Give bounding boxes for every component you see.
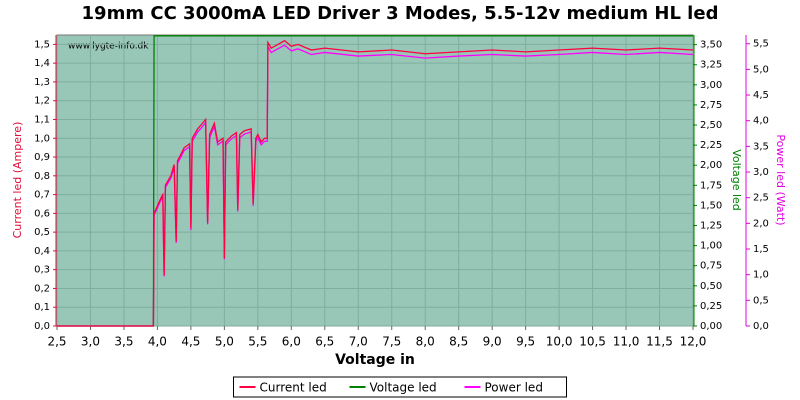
y2-tick-label: 0,75	[700, 261, 722, 272]
y-tick-label: 0,1	[34, 302, 50, 313]
y3-tick-label: 3,0	[753, 167, 769, 178]
y2-tick-label: 2,75	[700, 100, 722, 111]
y2-tick-label: 2,00	[700, 160, 722, 171]
legend-label: Voltage led	[370, 381, 437, 395]
x-tick-label: 11,5	[646, 335, 673, 349]
y3-axis-label: Power led (Watt)	[774, 134, 787, 225]
x-tick-label: 4,0	[148, 335, 167, 349]
y-axis-label: Current led (Ampere)	[11, 122, 24, 239]
y2-tick-label: 3,25	[700, 60, 722, 71]
chart-title: 19mm CC 3000mA LED Driver 3 Modes, 5.5-1…	[82, 3, 719, 24]
y-tick-label: 0,0	[34, 321, 50, 332]
y3-tick-label: 4,0	[753, 116, 769, 127]
x-axis-label: Voltage in	[335, 352, 415, 368]
y-tick-label: 1,0	[34, 133, 50, 144]
y3-tick-label: 2,0	[753, 218, 769, 229]
plot-area	[56, 34, 694, 327]
legend-label: Current led	[260, 381, 327, 395]
x-tick-label: 6,0	[282, 335, 301, 349]
x-tick-label: 6,5	[315, 335, 334, 349]
y-tick-label: 0,8	[34, 171, 50, 182]
x-tick-label: 8,5	[449, 335, 468, 349]
x-tick-label: 4,5	[181, 335, 200, 349]
y3-tick-label: 0,5	[753, 295, 769, 306]
legend-label: Power led	[485, 381, 543, 395]
y-tick-label: 0,6	[34, 208, 50, 219]
x-tick-label: 7,0	[349, 335, 368, 349]
y-tick-label: 1,5	[34, 39, 50, 50]
x-tick-label: 10,0	[546, 335, 573, 349]
legend-box	[233, 376, 567, 398]
y2-tick-label: 0,25	[700, 301, 722, 312]
x-tick-label: 3,0	[81, 335, 100, 349]
y3-tick-label: 5,5	[753, 39, 769, 50]
y3-tick-label: 4,5	[753, 90, 769, 101]
x-tick-label: 8,0	[416, 335, 435, 349]
y-tick-label: 0,3	[34, 265, 50, 276]
y-tick-label: 1,4	[34, 58, 50, 69]
series-line	[57, 39, 694, 327]
y2-tick-label: 3,50	[700, 40, 722, 51]
y3-tick-label: 0,0	[753, 321, 769, 332]
y2-tick-label: 0,50	[700, 281, 722, 292]
series-line	[57, 35, 693, 327]
x-tick-label: 2,5	[47, 335, 66, 349]
x-tick-label: 9,0	[483, 335, 502, 349]
y2-tick-label: 1,25	[700, 221, 722, 232]
y3-tick-label: 2,5	[753, 193, 769, 204]
y3-tick-label: 1,5	[753, 244, 769, 255]
y-tick-label: 1,1	[34, 114, 50, 125]
y-tick-label: 1,2	[34, 96, 50, 107]
x-tick-label: 9,5	[516, 335, 535, 349]
y-tick-label: 0,7	[34, 190, 50, 201]
watermark: www.lygte-info.dk	[68, 42, 149, 52]
y2-tick-label: 2,50	[700, 120, 722, 131]
x-tick-label: 3,5	[114, 335, 133, 349]
y2-tick-label: 0,00	[700, 321, 722, 332]
y2-tick-label: 3,00	[700, 80, 722, 91]
y-tick-label: 1,3	[34, 77, 50, 88]
x-tick-label: 10,5	[579, 335, 606, 349]
x-tick-label: 11,0	[613, 335, 640, 349]
y-tick-label: 0,5	[34, 227, 50, 238]
x-tick-label: 5,0	[215, 335, 234, 349]
y-tick-label: 0,2	[34, 283, 50, 294]
x-tick-label: 12,0	[680, 335, 707, 349]
grid	[56, 35, 694, 327]
y2-axis-label: Voltage led	[730, 149, 743, 211]
y2-tick-label: 1,00	[700, 241, 722, 252]
y2-tick-label: 1,50	[700, 200, 722, 211]
y-tick-label: 0,9	[34, 152, 50, 163]
y3-tick-label: 1,0	[753, 270, 769, 281]
y3-tick-label: 5,0	[753, 64, 769, 75]
x-tick-label: 7,5	[382, 335, 401, 349]
y-tick-label: 0,4	[34, 246, 50, 257]
y3-tick-label: 3,5	[753, 141, 769, 152]
y2-tick-label: 1,75	[700, 180, 722, 191]
x-tick-label: 5,5	[248, 335, 267, 349]
y2-tick-label: 2,25	[700, 140, 722, 151]
